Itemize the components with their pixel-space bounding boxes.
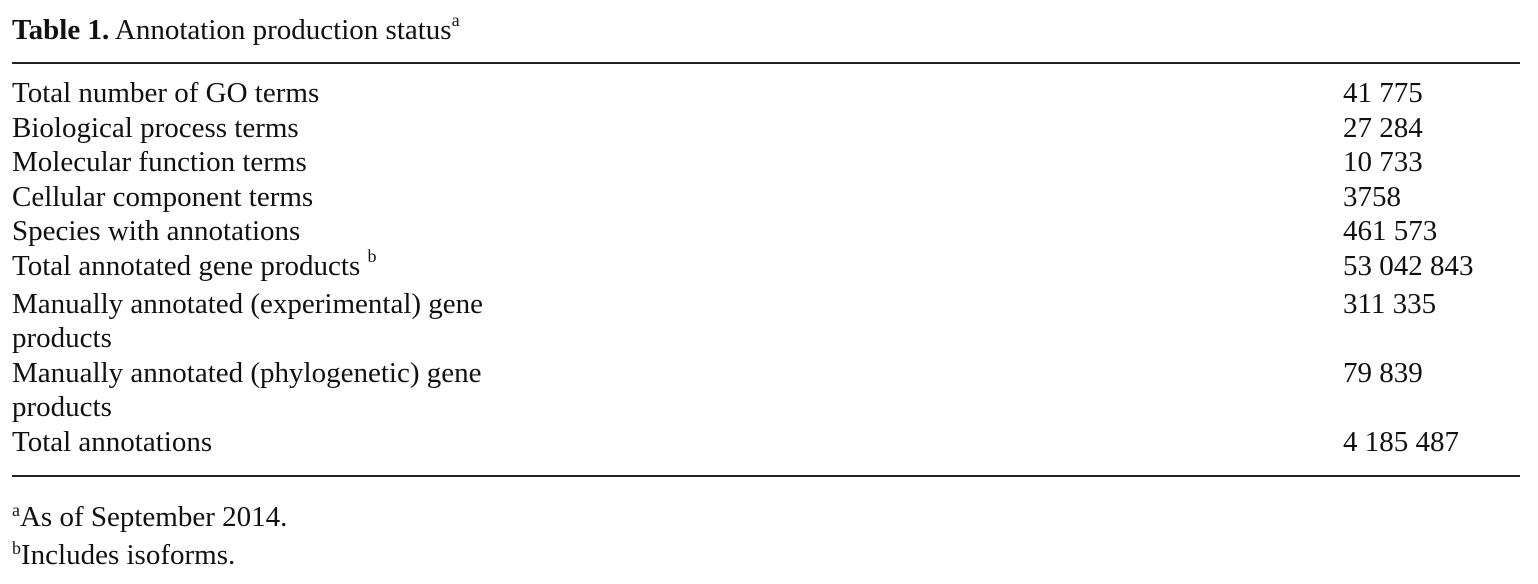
row-label: Manually annotated (phylogenetic) gene p… (12, 356, 482, 424)
row-label: Molecular function terms (12, 146, 307, 179)
table-row: Total annotations 4 185 487 (12, 425, 1520, 460)
row-label: Total annotated gene products (12, 249, 361, 282)
table-row: Molecular function terms 10 733 (12, 145, 1520, 180)
footnote: aAs of September 2014. (12, 500, 287, 538)
footnote-text: As of September 2014. (19, 501, 288, 533)
row-value: 461 573 (1343, 215, 1438, 248)
table-footnotes: aAs of September 2014. bIncludes isoform… (12, 500, 287, 576)
row-value: 4 185 487 (1343, 425, 1459, 458)
caption-footnote-marker: a (451, 10, 460, 31)
table-caption: Table 1. Annotation production statusa (12, 10, 460, 53)
row-footnote-marker: b (367, 246, 377, 267)
table-number: Table 1. (12, 14, 110, 46)
row-value: 41 775 (1343, 77, 1423, 109)
row-label: Cellular component terms (12, 180, 314, 213)
footnote: bIncludes isoforms. (12, 538, 287, 576)
row-value: 27 284 (1343, 111, 1423, 144)
table-row: Manually annotated (experimental) gene p… (12, 287, 1520, 356)
row-label: Total annotations (12, 425, 213, 458)
table-row: Cellular component terms 3758 (12, 180, 1520, 215)
table-row: Total annotated gene products b 53 042 8… (12, 246, 1520, 287)
footnote-text: Includes isoforms. (20, 539, 236, 571)
table-row: Total number of GO terms 41 775 (12, 76, 1520, 111)
row-value: 53 042 843 (1343, 249, 1474, 282)
row-label: Biological process terms (12, 111, 299, 144)
table-row: Manually annotated (phylogenetic) gene p… (12, 356, 1520, 425)
table-row: Biological process terms 27 284 (12, 111, 1520, 146)
row-label: Manually annotated (experimental) gene p… (12, 287, 484, 355)
table-title: Annotation production status (114, 14, 452, 46)
row-value: 3758 (1343, 180, 1401, 213)
row-value: 79 839 (1343, 356, 1423, 389)
footnote-marker: a (12, 500, 20, 521)
table-row: Species with annotations 461 573 (12, 214, 1520, 249)
row-value: 10 733 (1343, 146, 1423, 179)
footnote-marker: b (12, 538, 21, 559)
table-bottom-rule (12, 475, 1520, 477)
row-label: Species with annotations (12, 215, 301, 248)
table-top-rule (12, 62, 1520, 64)
row-value: 311 335 (1343, 287, 1437, 320)
row-label: Total number of GO terms (12, 77, 320, 109)
row-label-with-marker: Total annotated gene products b (12, 246, 572, 287)
annotation-table: Total number of GO terms 41 775 Biologic… (12, 76, 1520, 460)
